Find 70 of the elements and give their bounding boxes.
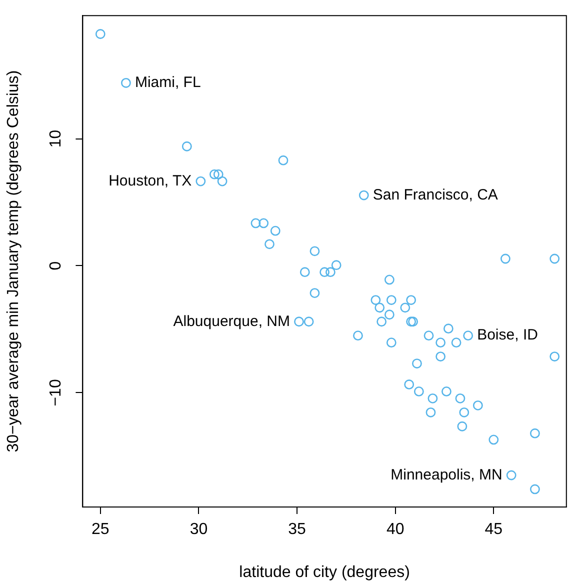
point (463, 330, 474, 341)
point (500, 254, 510, 264)
point (294, 316, 304, 327)
point (436, 338, 446, 348)
y-axis-title: 30−year average min January temp (degrees Celsius) (5, 70, 22, 452)
point (310, 246, 320, 256)
point (550, 352, 560, 362)
point (270, 226, 280, 236)
point (428, 393, 438, 404)
point (412, 358, 422, 368)
point (353, 330, 363, 341)
point (530, 484, 540, 494)
point (400, 302, 410, 313)
point (264, 239, 274, 250)
x-tick-label: 40 (386, 521, 404, 538)
annotation: Albuquerque, NM (173, 312, 290, 330)
point (386, 295, 396, 305)
annotation: Houston, TX (108, 172, 192, 190)
point (455, 393, 466, 404)
point (320, 267, 330, 278)
y-tick-label: 0 (48, 261, 65, 270)
point (414, 386, 424, 396)
point (300, 267, 310, 278)
y-tick-label: −10 (48, 379, 65, 406)
point (217, 176, 228, 186)
annotation: Minneapolis, MN (390, 466, 502, 484)
x-axis-title: latitude of city (degrees) (239, 564, 410, 581)
point (550, 254, 560, 264)
point (386, 338, 396, 348)
x-tick-label: 35 (288, 521, 306, 538)
point (488, 434, 499, 445)
point (370, 295, 381, 305)
point (457, 421, 468, 432)
point (182, 141, 192, 152)
point (358, 190, 369, 200)
point (250, 218, 261, 228)
point (121, 78, 131, 88)
point (278, 155, 288, 166)
point (459, 407, 470, 418)
point (436, 352, 446, 362)
x-tick-label: 30 (190, 521, 208, 538)
point (209, 169, 220, 180)
point (258, 218, 269, 228)
point (472, 400, 483, 410)
x-tick-label: 25 (92, 521, 110, 538)
annotation: Miami, FL (134, 74, 201, 92)
point (376, 316, 387, 327)
point (331, 260, 342, 270)
point (404, 380, 414, 390)
point (304, 316, 314, 327)
point (374, 302, 385, 313)
point (196, 176, 206, 186)
point (530, 428, 540, 438)
point (443, 324, 454, 334)
point (95, 29, 106, 39)
point (384, 310, 394, 320)
point (326, 267, 336, 278)
point (384, 274, 394, 285)
annotation: Boise, ID (477, 326, 538, 344)
point (506, 470, 516, 480)
point (442, 386, 452, 396)
point (426, 407, 436, 418)
point (406, 295, 416, 305)
point (451, 338, 462, 348)
point (213, 169, 224, 180)
annotation: San Francisco, CA (372, 186, 498, 204)
x-tick-label: 45 (484, 521, 503, 538)
y-tick-label: 10 (48, 130, 65, 148)
point (424, 330, 434, 341)
point (310, 288, 320, 298)
